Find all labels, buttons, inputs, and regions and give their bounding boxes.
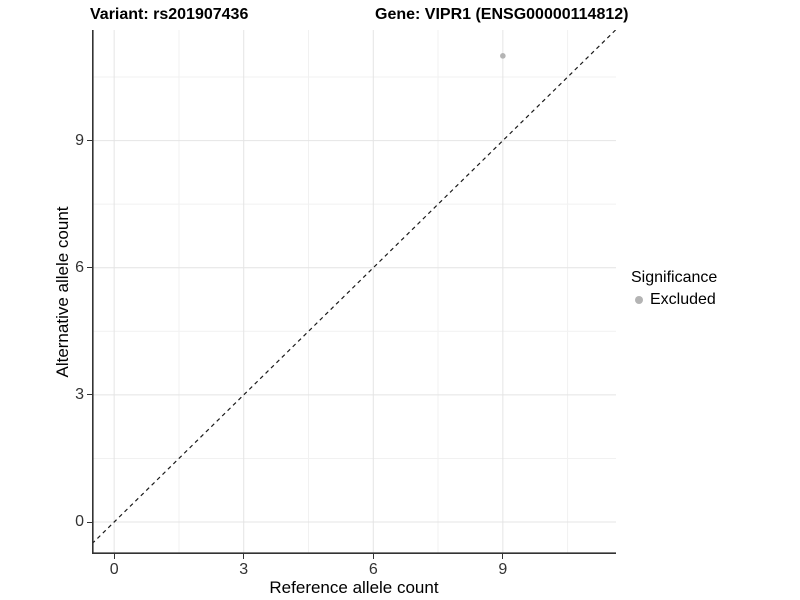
identity-dashed-line (92, 30, 616, 545)
x-tick-mark (502, 554, 504, 559)
chart-title-gene: Gene: VIPR1 (ENSG00000114812) (375, 6, 629, 23)
legend: Significance Excluded (631, 269, 717, 310)
legend-item-label: Excluded (650, 291, 716, 308)
y-axis-title: Alternative allele count (53, 206, 72, 378)
x-tick-mark (113, 554, 115, 559)
x-tick-label: 6 (368, 561, 378, 578)
x-tick-label: 0 (109, 561, 119, 578)
y-tick-label: 9 (75, 131, 84, 149)
legend-title: Significance (631, 269, 718, 286)
legend-dot-icon (635, 296, 643, 304)
legend-item-excluded: Excluded (631, 290, 717, 310)
x-tick-label: 9 (498, 561, 508, 578)
plot-panel (92, 30, 616, 554)
data-point (500, 53, 506, 59)
y-tick-label: 0 (75, 513, 84, 530)
plot-canvas (92, 30, 616, 554)
x-tick-label: 3 (239, 561, 249, 578)
chart-title-variant: Variant: rs201907436 (90, 6, 249, 23)
x-axis-title: Reference allele count (269, 578, 439, 597)
x-tick-mark (372, 554, 374, 559)
y-tick-label: 3 (75, 385, 84, 403)
x-tick-mark (243, 554, 245, 559)
